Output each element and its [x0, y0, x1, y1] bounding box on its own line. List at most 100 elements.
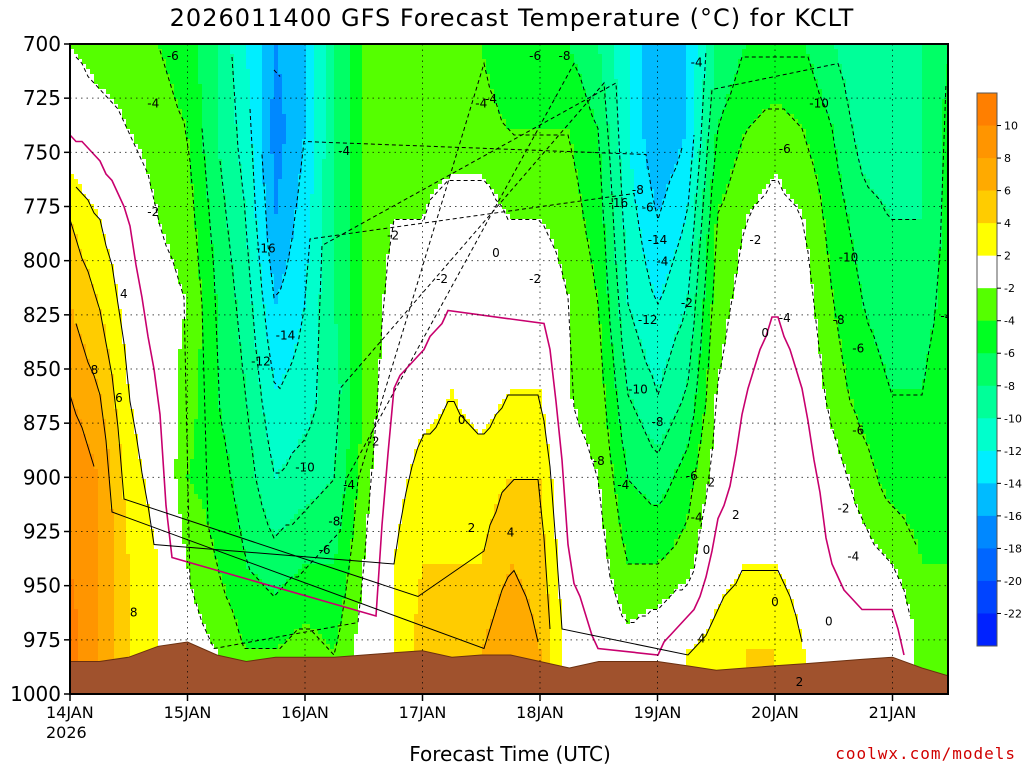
heat-cell [150, 604, 155, 610]
heat-cell [118, 544, 123, 550]
heat-cell [126, 479, 131, 485]
heat-cell [214, 589, 219, 595]
heat-cell [154, 354, 159, 360]
heat-cell [182, 199, 187, 205]
heat-cell [154, 504, 159, 510]
heat-cell [150, 564, 155, 570]
heat-cell [138, 549, 143, 555]
heat-cell [122, 164, 127, 170]
heat-cell [154, 44, 159, 50]
heat-cell [194, 494, 199, 500]
heat-cell [98, 319, 103, 325]
heat-cell [90, 554, 95, 560]
heat-cell [110, 289, 115, 295]
heat-cell [98, 414, 103, 420]
heat-cell [102, 214, 107, 220]
heat-cell [86, 124, 91, 130]
heat-cell [206, 59, 211, 65]
heat-cell [166, 544, 171, 550]
heat-cell [74, 269, 79, 275]
heat-cell [154, 79, 159, 85]
heat-cell [78, 409, 83, 415]
heat-cell [146, 364, 151, 370]
heat-cell [162, 509, 167, 515]
heat-cell [138, 309, 143, 315]
heat-cell [170, 319, 175, 325]
heat-cell [138, 629, 143, 635]
heat-cell [106, 154, 111, 160]
heat-cell [146, 239, 151, 245]
heat-cell [94, 184, 99, 190]
heat-cell [74, 134, 79, 140]
heat-cell [86, 529, 91, 535]
heat-cell [158, 499, 163, 505]
heat-cell [82, 374, 87, 380]
heat-cell [174, 419, 179, 425]
heat-cell [94, 374, 99, 380]
heat-cell [138, 164, 143, 170]
heat-cell [106, 444, 111, 450]
heat-cell [82, 204, 87, 210]
heat-cell [122, 229, 127, 235]
heat-cell [206, 539, 211, 545]
heat-cell [202, 299, 207, 305]
heat-cell [74, 244, 79, 250]
heat-cell [186, 264, 191, 270]
heat-cell [222, 324, 227, 330]
heat-cell [130, 599, 135, 605]
heat-cell [122, 259, 127, 265]
heat-cell [214, 484, 219, 490]
heat-cell [98, 379, 103, 385]
heat-cell [126, 519, 131, 525]
heat-cell [114, 514, 119, 520]
heat-cell [182, 54, 187, 60]
heat-cell [134, 609, 139, 615]
heat-cell [138, 479, 143, 485]
heat-cell [174, 104, 179, 110]
heat-cell [122, 404, 127, 410]
heat-cell [218, 439, 223, 445]
heat-cell [86, 579, 91, 585]
heat-cell [150, 254, 155, 260]
heat-cell [142, 364, 147, 370]
heat-cell [106, 94, 111, 100]
heat-cell [222, 299, 227, 305]
heat-cell [198, 329, 203, 335]
temperature-fill-layer [70, 44, 948, 694]
heat-cell [174, 79, 179, 85]
heat-cell [150, 449, 155, 455]
heat-cell [170, 209, 175, 215]
heat-cell [210, 489, 215, 495]
heat-cell [78, 199, 83, 205]
heat-cell [94, 544, 99, 550]
heat-cell [82, 619, 87, 625]
heat-cell [162, 134, 167, 140]
heat-cell [194, 194, 199, 200]
heat-cell [102, 624, 107, 630]
heat-cell [222, 129, 227, 135]
heat-cell [198, 449, 203, 455]
heat-cell [166, 379, 171, 385]
heat-cell [182, 399, 187, 405]
heat-cell [122, 379, 127, 385]
heat-cell [126, 569, 131, 575]
heat-cell [146, 439, 151, 445]
heat-cell [218, 609, 223, 615]
heat-cell [174, 519, 179, 525]
heat-cell [134, 189, 139, 195]
heat-cell [166, 439, 171, 445]
heat-cell [186, 449, 191, 455]
heat-cell [130, 394, 135, 400]
heat-cell [182, 209, 187, 215]
heat-cell [146, 434, 151, 440]
heat-cell [170, 184, 175, 190]
heat-cell [102, 44, 107, 50]
heat-cell [194, 49, 199, 55]
heat-cell [138, 94, 143, 100]
heat-cell [182, 269, 187, 275]
heat-cell [86, 44, 91, 50]
heat-cell [202, 199, 207, 205]
heat-cell [222, 189, 227, 195]
heat-cell [134, 79, 139, 85]
heat-cell [118, 94, 123, 100]
